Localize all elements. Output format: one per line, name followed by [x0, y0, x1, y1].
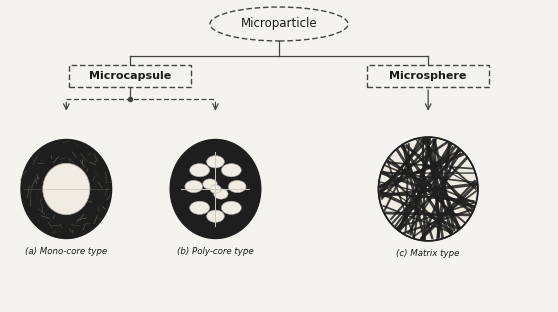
- Ellipse shape: [21, 139, 112, 238]
- Ellipse shape: [222, 163, 241, 177]
- Ellipse shape: [228, 180, 246, 193]
- Ellipse shape: [210, 7, 348, 41]
- Text: Microcapsule: Microcapsule: [89, 71, 171, 81]
- Ellipse shape: [214, 189, 228, 199]
- Ellipse shape: [43, 163, 90, 215]
- Ellipse shape: [210, 185, 221, 193]
- Ellipse shape: [190, 163, 210, 177]
- Ellipse shape: [206, 156, 224, 168]
- FancyBboxPatch shape: [69, 65, 191, 87]
- Text: Microparticle: Microparticle: [240, 17, 318, 31]
- Ellipse shape: [203, 179, 217, 189]
- FancyBboxPatch shape: [367, 65, 489, 87]
- Ellipse shape: [206, 210, 224, 222]
- Ellipse shape: [190, 201, 210, 214]
- Text: (a) Mono-core type: (a) Mono-core type: [25, 247, 107, 256]
- Ellipse shape: [170, 139, 261, 238]
- Ellipse shape: [222, 201, 241, 214]
- Ellipse shape: [185, 180, 203, 193]
- Text: (c) Matrix type: (c) Matrix type: [397, 249, 460, 258]
- Text: (b) Poly-core type: (b) Poly-core type: [177, 247, 254, 256]
- Text: Microsphere: Microsphere: [389, 71, 467, 81]
- Ellipse shape: [378, 137, 478, 241]
